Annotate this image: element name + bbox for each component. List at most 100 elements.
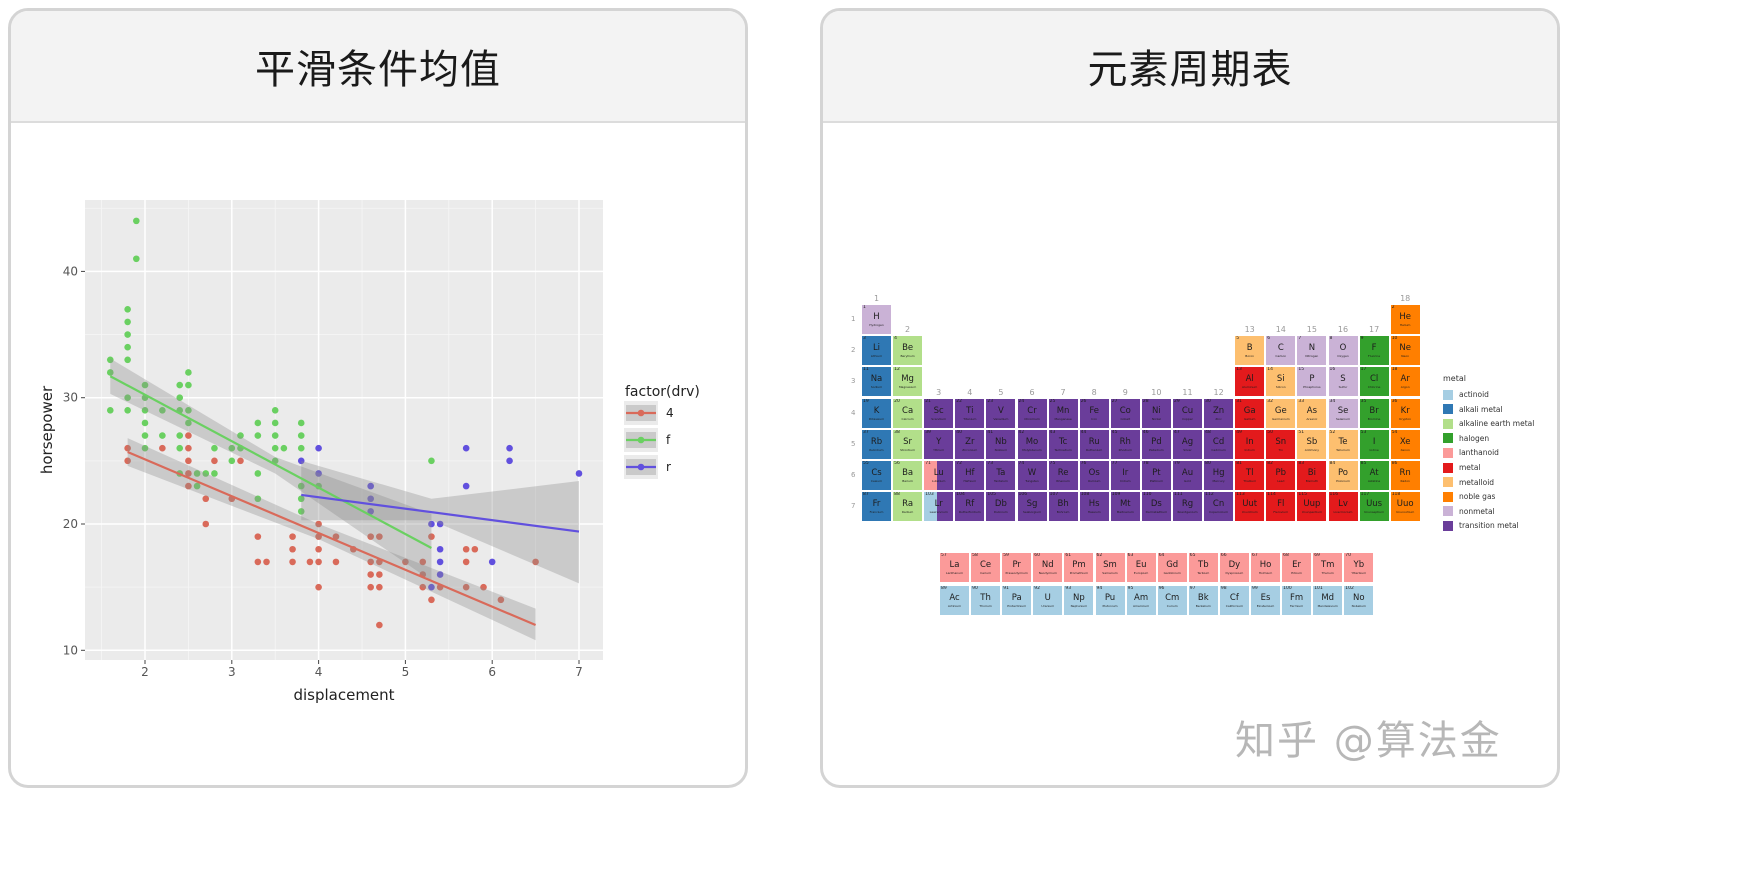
element-symbol: Ho — [1259, 560, 1272, 570]
data-point-r — [436, 520, 444, 528]
element-f: 9 F Fluorine — [1359, 336, 1389, 366]
atomic-number: 85 — [1360, 461, 1367, 466]
atomic-number: 100 — [1283, 586, 1292, 591]
atomic-number: 97 — [1189, 586, 1196, 591]
element-cf: 98 Cf Californium — [1219, 586, 1249, 615]
data-point-4 — [254, 533, 262, 540]
atomic-number: 108 — [1080, 492, 1090, 498]
atomic-number: 43 — [1049, 429, 1056, 435]
element-symbol: Sr — [903, 436, 913, 447]
element-symbol: Se — [1337, 405, 1349, 416]
plot-panel — [85, 200, 603, 660]
element-name: Bismuth — [1305, 479, 1319, 483]
element-name: Iodine — [1369, 447, 1379, 452]
data-point-f — [228, 444, 236, 452]
legend-label: metal — [1459, 463, 1481, 472]
element-ar: 18 Ar Argon — [1390, 367, 1420, 397]
data-point-f — [254, 495, 262, 503]
data-point-r — [462, 482, 470, 490]
element-symbol: Md — [1321, 593, 1335, 603]
atomic-number: 79 — [1174, 461, 1180, 466]
atomic-number: 51 — [1298, 429, 1305, 435]
data-point-f — [159, 407, 166, 414]
group-label: 8 — [1091, 387, 1097, 397]
element-name: Protactinium — [1007, 604, 1027, 608]
atomic-number: 67 — [1252, 553, 1258, 558]
element-os: 76 Os Osmium — [1079, 461, 1109, 490]
legend-item-metalloid: metalloid — [1443, 477, 1494, 488]
atomic-number: 18 — [1391, 367, 1398, 373]
atomic-number: 104 — [956, 492, 965, 498]
period-label: 4 — [851, 408, 856, 417]
element-er: 68 Er Erbium — [1282, 553, 1312, 582]
element-db: 105 Db Dubnium — [986, 492, 1016, 522]
data-point-4 — [315, 533, 322, 540]
atomic-number: 35 — [1360, 398, 1367, 404]
atomic-number: 110 — [1142, 492, 1152, 498]
atomic-number: 69 — [1314, 553, 1320, 558]
element-name: Plutonium — [1102, 604, 1118, 608]
element-name: Ununpentium — [1301, 510, 1323, 515]
atomic-number: 112 — [1205, 492, 1214, 498]
element-name: Seaborgium — [1022, 510, 1042, 515]
data-point-f — [133, 217, 140, 225]
data-point-r — [297, 457, 305, 465]
atomic-number: 113 — [1236, 492, 1245, 498]
element-symbol: Cu — [1181, 405, 1194, 416]
element-name: Germanium — [1271, 416, 1290, 421]
element-name: Neodymium — [1038, 571, 1057, 575]
data-point-r — [315, 470, 322, 477]
legend-label: noble gas — [1459, 492, 1496, 502]
element-symbol: Mt — [1119, 499, 1131, 510]
element-p: 15 P Phosphorus — [1297, 367, 1327, 397]
element-name: Francium — [869, 510, 884, 515]
element-name: Astatine — [1367, 479, 1381, 483]
element-ac: 89 Ac Actinium — [940, 586, 969, 615]
element-name: Arsenic — [1306, 416, 1318, 421]
element-symbol: Ac — [949, 593, 960, 603]
element-name: Terbium — [1197, 571, 1210, 575]
element-uut: 113 Uut Ununtrium — [1235, 492, 1265, 522]
data-point-4 — [306, 558, 314, 566]
element-sg: 106 Sg Seaborgium — [1017, 492, 1047, 522]
atomic-number: 73 — [987, 461, 994, 466]
y-axis-label: horsepower — [38, 385, 56, 474]
element-symbol: Pt — [1152, 468, 1161, 478]
element-symbol: H — [873, 312, 880, 322]
element-name: Rutherfordium — [958, 510, 981, 515]
data-point-r — [428, 583, 435, 591]
element-symbol: Pu — [1104, 593, 1116, 603]
element-tc: 43 Tc Technetium — [1048, 429, 1078, 459]
element-symbol: Bh — [1057, 499, 1069, 510]
period-label: 3 — [851, 377, 856, 386]
element-symbol: Cf — [1229, 593, 1239, 603]
element-nd: 60 Nd Neodymium — [1033, 553, 1063, 582]
element-name: Rhodium — [1118, 447, 1132, 452]
data-point-r — [315, 444, 322, 452]
element-symbol: Mo — [1025, 436, 1039, 447]
element-name: Nickel — [1151, 416, 1161, 421]
data-point-f — [185, 407, 192, 414]
atomic-number: 95 — [1127, 586, 1134, 591]
element-name: Europium — [1133, 571, 1149, 575]
element-symbol: Pd — [1151, 436, 1162, 447]
element-cu: 29 Cu Copper — [1173, 398, 1202, 428]
element-name: Darmstadtium — [1145, 510, 1168, 515]
group-label: 9 — [1122, 387, 1128, 397]
element-xe: 54 Xe Xenon — [1390, 429, 1420, 459]
element-uup: 115 Uup Ununpentium — [1297, 492, 1327, 522]
element-name: Gold — [1184, 479, 1191, 483]
element-name: Neon — [1401, 354, 1410, 359]
legend-point-swatch — [637, 409, 645, 417]
element-br: 35 Br Bromine — [1359, 398, 1389, 428]
element-symbol: Cm — [1165, 593, 1180, 603]
atomic-number: 107 — [1049, 492, 1059, 498]
element-name: Aluminum — [1242, 385, 1258, 390]
element-symbol: Lu — [933, 468, 944, 478]
data-point-4 — [376, 533, 383, 540]
data-point-f — [141, 381, 149, 389]
legend-item-alkali: alkali metal — [1443, 404, 1503, 415]
element-symbol: Tc — [1058, 436, 1068, 447]
data-point-4 — [254, 558, 262, 566]
atomic-number: 63 — [1127, 553, 1134, 558]
